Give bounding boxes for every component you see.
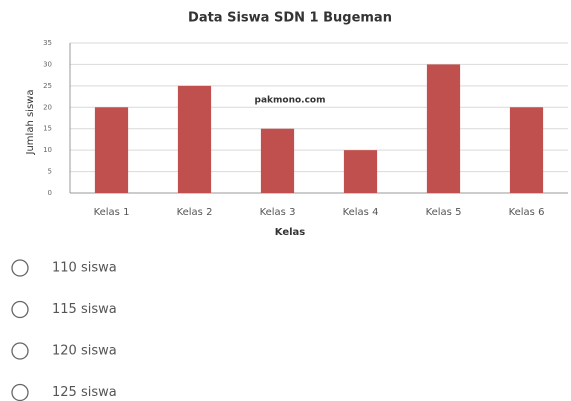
x-tick-label: Kelas 4 xyxy=(343,207,379,218)
y-tick-label: 15 xyxy=(43,125,52,133)
y-tick-label: 0 xyxy=(48,189,52,197)
option-label[interactable]: 110 siswa xyxy=(52,261,117,276)
y-tick-label: 20 xyxy=(43,103,52,111)
chart-title: Data Siswa SDN 1 Bugeman xyxy=(188,11,392,26)
bar xyxy=(509,107,544,193)
y-tick-label: 25 xyxy=(43,82,52,90)
bar xyxy=(94,107,129,193)
bar xyxy=(426,64,461,193)
x-axis-label: Kelas xyxy=(275,227,306,238)
radio-button[interactable] xyxy=(11,259,29,277)
y-tick-label: 30 xyxy=(43,60,52,68)
radio-button[interactable] xyxy=(11,383,29,401)
y-axis-label: Jumlah siswa xyxy=(25,90,36,156)
radio-button[interactable] xyxy=(11,342,29,360)
x-tick-label: Kelas 3 xyxy=(260,207,296,218)
x-tick-label: Kelas 6 xyxy=(509,207,545,218)
bar xyxy=(343,150,378,193)
y-tick-label: 5 xyxy=(48,168,52,176)
option-label[interactable]: 115 siswa xyxy=(52,302,117,317)
bar xyxy=(260,128,295,193)
x-tick-label: Kelas 2 xyxy=(177,207,213,218)
y-tick-label: 35 xyxy=(43,39,52,47)
watermark: pakmono.com xyxy=(255,96,326,106)
x-tick-label: Kelas 5 xyxy=(426,207,462,218)
option-label[interactable]: 125 siswa xyxy=(52,385,117,400)
bar xyxy=(177,85,212,193)
option-label[interactable]: 120 siswa xyxy=(52,344,117,359)
x-tick-label: Kelas 1 xyxy=(94,207,130,218)
y-tick-label: 10 xyxy=(43,146,52,154)
radio-button[interactable] xyxy=(11,300,29,319)
